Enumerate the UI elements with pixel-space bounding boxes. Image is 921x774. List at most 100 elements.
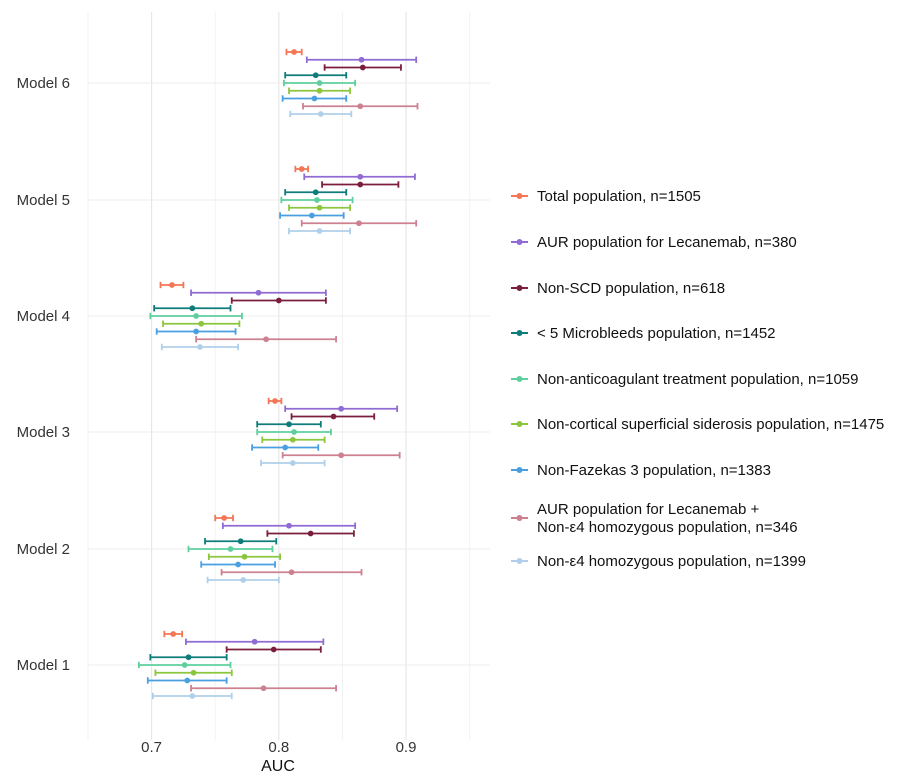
series-group — [137, 79, 357, 669]
data-marks — [137, 48, 419, 700]
auc-point — [317, 111, 324, 117]
y-tick-label: Model 5 — [17, 192, 70, 209]
auc-point — [311, 95, 318, 102]
legend-label: Non-SCD population, n=618 — [537, 280, 725, 297]
auc-point — [316, 228, 323, 234]
legend-item: Non-cortical superficial siderosis popul… — [511, 416, 884, 433]
auc-point — [275, 297, 282, 304]
auc-point — [221, 515, 228, 521]
auc-point — [338, 452, 345, 459]
series-group — [154, 87, 351, 676]
y-tick-label: Model 4 — [17, 308, 70, 325]
series-group — [151, 110, 353, 700]
auc-point — [227, 546, 234, 552]
auc-point — [241, 553, 248, 560]
auc-point — [189, 305, 196, 312]
auc-point — [193, 328, 200, 335]
legend-label: < 5 Microbleeds population, n=1452 — [537, 325, 776, 342]
legend-key-dot — [516, 193, 523, 199]
auc-point — [356, 220, 362, 227]
legend-item: Non-SCD population, n=618 — [511, 280, 725, 297]
legend-item: Total population, n=1505 — [511, 188, 701, 205]
auc-point — [255, 289, 262, 296]
x-tick-label: 0.9 — [396, 739, 417, 756]
legend-label: AUR population for Lecanemab + Non-ε4 hom… — [537, 501, 798, 536]
series-group — [159, 48, 309, 638]
y-tick-label: Model 3 — [17, 424, 70, 441]
auc-point — [260, 685, 267, 692]
legend-item: Non-Fazekas 3 population, n=1383 — [511, 462, 771, 479]
series-group — [185, 56, 418, 645]
auc-point — [359, 64, 366, 71]
auc-point — [291, 429, 297, 435]
auc-point — [237, 538, 244, 545]
auc-point — [263, 336, 270, 343]
legend-key-dot — [516, 376, 523, 382]
auc-point — [312, 189, 319, 196]
series-group — [225, 64, 402, 653]
legend-key-dot — [516, 330, 523, 336]
series-group — [149, 72, 348, 661]
auc-point — [189, 693, 196, 699]
auc-point — [169, 282, 175, 288]
auc-point — [185, 654, 192, 661]
auc-point — [316, 87, 323, 94]
auc-point — [312, 72, 319, 79]
auc-point — [197, 344, 203, 350]
auc-point — [286, 522, 292, 529]
legend-key-dot — [516, 421, 523, 427]
legend-item: < 5 Microbleeds population, n=1452 — [511, 325, 776, 342]
auc-point — [282, 444, 289, 451]
x-tick-labels: 0.7 0.8 0.9 — [141, 739, 416, 756]
legend-label: Non-cortical superficial siderosis popul… — [537, 416, 884, 433]
auc-point — [184, 677, 191, 684]
auc-point — [316, 80, 323, 86]
legend-item: AUR population for Lecanemab + Non-ε4 hom… — [511, 501, 798, 536]
auc-point — [357, 103, 364, 110]
series-group — [146, 95, 348, 684]
auc-point — [314, 197, 320, 203]
auc-point — [272, 398, 278, 404]
auc-point — [286, 421, 292, 428]
auc-point — [270, 646, 277, 653]
legend-label: Total population, n=1505 — [537, 188, 701, 205]
auc-point — [289, 436, 296, 443]
auc-point — [338, 405, 345, 412]
legend-key-dot — [516, 285, 523, 291]
auc-point — [298, 166, 305, 172]
auc-point — [193, 313, 200, 319]
legend-key-dot — [516, 558, 523, 564]
x-tick-label: 0.8 — [268, 739, 289, 756]
auc-point — [170, 631, 177, 637]
auc-point — [289, 460, 296, 466]
x-axis-title: AUC — [261, 758, 295, 774]
auc-point — [235, 561, 242, 568]
auc-point — [251, 638, 258, 645]
auc-point — [330, 413, 337, 420]
legend-item: AUR population for Lecanemab, n=380 — [511, 234, 797, 251]
legend-item: Non-ε4 homozygous population, n=1399 — [511, 553, 806, 570]
series-group — [190, 103, 419, 692]
legend-key-dot — [516, 515, 523, 521]
auc-point — [291, 49, 297, 55]
legend-item: Non-anticoagulant treatment population, … — [511, 371, 858, 388]
legend-label: Non-ε4 homozygous population, n=1399 — [537, 553, 806, 570]
legend: Total population, n=1505 AUR population f… — [511, 188, 884, 570]
auc-point — [198, 320, 205, 327]
legend-key-dot — [516, 467, 523, 473]
auc-point — [316, 204, 323, 211]
grid-lines — [87, 12, 490, 740]
auc-point — [358, 56, 365, 63]
x-tick-label: 0.7 — [141, 739, 162, 756]
auc-point — [190, 669, 197, 676]
auc-point — [307, 530, 314, 537]
auc-point — [357, 181, 364, 188]
y-tick-label: Model 6 — [17, 75, 70, 92]
legend-label: Non-anticoagulant treatment population, … — [537, 371, 858, 388]
auc-point — [181, 662, 188, 668]
auc-point — [288, 569, 295, 576]
legend-label: AUR population for Lecanemab, n=380 — [537, 234, 797, 251]
auc-point — [308, 212, 315, 219]
auc-point — [357, 173, 364, 180]
